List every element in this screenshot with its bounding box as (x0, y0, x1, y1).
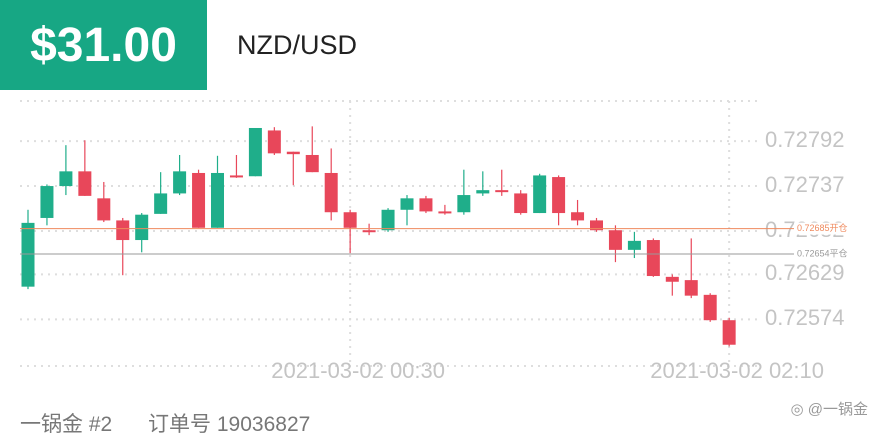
candle-body (627, 240, 641, 250)
candle-body (21, 222, 35, 287)
watermark-text: @一锅金 (807, 401, 868, 418)
candle-body (78, 171, 92, 196)
candle-body (154, 193, 168, 214)
candle-body (305, 154, 319, 173)
candle-body (324, 172, 338, 213)
reference-label-bg (794, 222, 860, 235)
candle-body (267, 130, 281, 154)
candle-body (97, 198, 111, 221)
candle-body (457, 195, 471, 213)
footer: 一锅金 #2 订单号 19036827 (20, 408, 340, 438)
y-tick-label: 0.72574 (765, 305, 845, 330)
candle-body (703, 294, 717, 321)
reference-label-bg (794, 247, 860, 260)
candle-body (362, 230, 376, 233)
candle-body (476, 190, 490, 194)
candle-body (646, 240, 660, 277)
x-tick-label: 2021-03-02 00:30 (271, 358, 445, 383)
candle-body (495, 190, 509, 193)
candle-body (40, 186, 54, 218)
candle-body (229, 175, 243, 178)
candle-body (343, 212, 357, 228)
candle-body (533, 175, 547, 214)
candle-body (135, 214, 149, 241)
watermark: ◎ @一锅金 (790, 401, 869, 418)
y-tick-label: 0.72737 (765, 172, 845, 197)
candle-body (552, 177, 566, 214)
candle-body (571, 212, 585, 221)
y-tick-label: 0.72629 (765, 260, 845, 285)
candle-body (590, 220, 603, 231)
candle-body (116, 220, 130, 241)
candle-body (419, 198, 433, 212)
chart: 0.725740.726290.726820.727370.727922021-… (20, 100, 860, 383)
candle-body (59, 171, 73, 187)
candle-body (684, 280, 698, 296)
candle-body (400, 198, 414, 210)
candle-body (381, 209, 395, 231)
candle-body (192, 172, 206, 228)
order-number: 订单号 19036827 (148, 413, 311, 436)
candle-body (438, 211, 452, 214)
candle-body (514, 193, 528, 214)
candle-body (286, 151, 300, 155)
y-tick-label: 0.72792 (765, 127, 845, 152)
candle-body (608, 230, 622, 250)
candle-body (722, 320, 736, 345)
candle-body (665, 276, 679, 282)
candle-body (173, 171, 187, 194)
reference-label: 0.72685开仓 (797, 222, 848, 233)
x-tick-label: 2021-03-02 02:10 (650, 358, 824, 383)
candle-body (211, 172, 224, 228)
symbol: NZD/USD (237, 30, 357, 60)
account: 一锅金 #2 (20, 413, 113, 436)
price: $31.00 (0, 0, 207, 90)
candle-body (248, 127, 262, 177)
reference-label: 0.72654平仓 (797, 247, 848, 258)
